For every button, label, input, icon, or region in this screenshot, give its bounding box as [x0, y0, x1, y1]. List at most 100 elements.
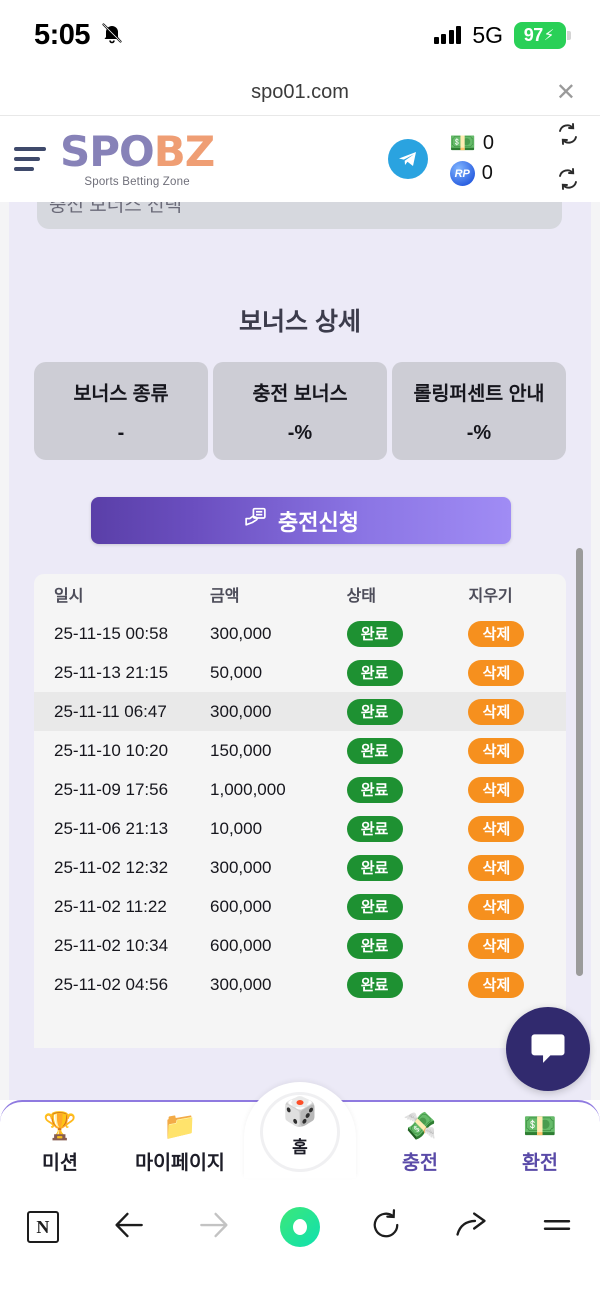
battery-percent: 97	[523, 24, 544, 45]
site-logo[interactable]: SPOBZ Sports Betting Zone	[60, 130, 215, 188]
arrow-right-icon	[195, 1206, 233, 1249]
balance-group: 💵 0 RP 0	[449, 132, 494, 186]
nav-label-mission: 미션	[42, 1151, 78, 1174]
col-header-delete: 지우기	[468, 588, 513, 605]
table-row: 25-11-02 04:56 300,000 완료 삭제	[34, 965, 566, 1004]
cell-status: 완료	[346, 854, 469, 881]
nav-item-home[interactable]: 🎲 홈	[244, 1082, 356, 1178]
hamburger-menu-icon[interactable]	[14, 147, 52, 171]
status-bar: 5:05 5G 97 ⚡	[0, 0, 600, 70]
deposit-history-table: 일시 금액 상태 지우기 25-11-15 00:58 300,000 완료 삭제 25…	[34, 574, 566, 1048]
delete-button[interactable]: 삭제	[468, 854, 525, 881]
battery-indicator: 97 ⚡	[514, 21, 571, 49]
money-stack-icon: 💵	[449, 132, 476, 155]
browser-toolbar: N	[0, 1185, 600, 1300]
cell-amount: 300,000	[210, 701, 272, 721]
table-row: 25-11-13 21:15 50,000 완료 삭제	[34, 653, 566, 692]
naver-n-button[interactable]: N	[0, 1197, 86, 1257]
bonus-select-value: 충전 보너스 선택	[49, 202, 182, 216]
delete-button[interactable]: 삭제	[468, 971, 525, 998]
nav-label-home: 홈	[292, 1138, 308, 1157]
menu-button[interactable]	[514, 1197, 600, 1257]
reload-button[interactable]	[343, 1197, 429, 1257]
nav-item-charge[interactable]: 💸 충전	[360, 1102, 480, 1185]
delete-button[interactable]: 삭제	[468, 776, 525, 803]
cell-delete: 삭제	[468, 776, 566, 803]
vertical-scrollbar[interactable]	[576, 548, 583, 976]
cell-amount: 600,000	[210, 896, 272, 916]
cell-date: 25-11-02 04:56	[54, 974, 169, 994]
cell-status: 완료	[346, 737, 469, 764]
cell-date: 25-11-02 11:22	[54, 896, 167, 916]
delete-button[interactable]: 삭제	[468, 620, 525, 647]
deposit-hand-icon	[243, 505, 268, 536]
cell-delete: 삭제	[468, 620, 566, 647]
logo-text-part1: SPO	[60, 126, 155, 176]
browser-url-bar[interactable]: spo01.com ✕	[0, 70, 600, 116]
bonus-select-dropdown[interactable]: 충전 보너스 선택	[37, 202, 562, 229]
cell-amount: 300,000	[210, 974, 272, 994]
header-right-group: 💵 0 RP 0	[387, 122, 600, 196]
status-badge: 완료	[346, 659, 403, 686]
cell-amount: 1,000,000	[210, 779, 286, 799]
status-bar-right: 5G 97 ⚡	[433, 21, 571, 49]
cell-delete: 삭제	[468, 971, 566, 998]
col-header-date: 일시	[54, 588, 84, 605]
cell-delete: 삭제	[468, 932, 566, 959]
table-row: 25-11-02 11:22 600,000 완료 삭제	[34, 887, 566, 926]
home-dice-icon: 🎲	[282, 1096, 318, 1127]
close-icon[interactable]: ✕	[555, 78, 576, 106]
cell-status: 완료	[346, 659, 469, 686]
table-row: 25-11-06 21:13 10,000 완료 삭제	[34, 809, 566, 848]
cell-date: 25-11-10 10:20	[54, 740, 169, 760]
delete-button[interactable]: 삭제	[468, 893, 525, 920]
cell-delete: 삭제	[468, 659, 566, 686]
back-button[interactable]	[86, 1197, 172, 1257]
cell-amount: 600,000	[210, 935, 272, 955]
refresh-point-icon[interactable]	[556, 167, 580, 196]
delete-button[interactable]: 삭제	[468, 815, 525, 842]
nav-item-mission[interactable]: 🏆 미션	[0, 1102, 120, 1185]
telegram-icon[interactable]	[387, 139, 428, 179]
refresh-balance-icon[interactable]	[556, 122, 580, 151]
cell-amount: 150,000	[210, 740, 272, 760]
cell-delete: 삭제	[468, 698, 566, 725]
table-body: 25-11-15 00:58 300,000 완료 삭제 25-11-13 21:15 5…	[34, 614, 566, 1004]
delete-button[interactable]: 삭제	[468, 659, 525, 686]
nav-item-withdraw[interactable]: 💵 환전	[480, 1102, 600, 1185]
nav-label-withdraw: 환전	[522, 1151, 558, 1174]
bell-slash-icon	[100, 21, 124, 50]
col-header-amount: 금액	[210, 588, 240, 605]
content-panel: 충전 보너스 선택 보너스 상세 보너스 종류 - 충전 보너스 -% 롤링퍼센…	[9, 202, 591, 1100]
nav-item-mypage[interactable]: 📁 마이페이지	[120, 1102, 240, 1185]
cell-date: 25-11-13 21:15	[54, 662, 169, 682]
cash-balance-value: 0	[482, 132, 494, 154]
share-button[interactable]	[429, 1197, 515, 1257]
status-badge: 완료	[346, 971, 403, 998]
rp-point-icon: RP	[449, 161, 475, 186]
status-badge: 완료	[346, 815, 403, 842]
delete-button[interactable]: 삭제	[468, 932, 525, 959]
delete-button[interactable]: 삭제	[468, 698, 525, 725]
bonus-detail-title: 보너스 상세	[239, 308, 361, 336]
cell-status: 완료	[346, 620, 469, 647]
cell-status: 완료	[346, 698, 469, 725]
bonus-card-label: 롤링퍼센트 안내	[413, 383, 545, 405]
delete-button[interactable]: 삭제	[468, 737, 525, 764]
cell-status: 완료	[346, 815, 469, 842]
cell-amount: 10,000	[210, 818, 263, 838]
nav-label-charge: 충전	[402, 1151, 438, 1174]
status-badge: 완료	[346, 854, 403, 881]
money-up-icon: 💸	[403, 1110, 437, 1141]
table-row: 25-11-11 06:47 300,000 완료 삭제	[34, 692, 566, 731]
chat-bubble-icon[interactable]	[506, 1007, 590, 1091]
naver-n-icon: N	[26, 1211, 59, 1243]
cell-status: 완료	[346, 893, 469, 920]
cell-delete: 삭제	[468, 737, 566, 764]
cell-date: 25-11-02 10:34	[54, 935, 169, 955]
charge-request-button[interactable]: 충전신청	[91, 497, 511, 544]
share-arrow-icon	[452, 1206, 490, 1249]
naver-home-button[interactable]	[257, 1197, 343, 1257]
forward-button[interactable]	[171, 1197, 257, 1257]
